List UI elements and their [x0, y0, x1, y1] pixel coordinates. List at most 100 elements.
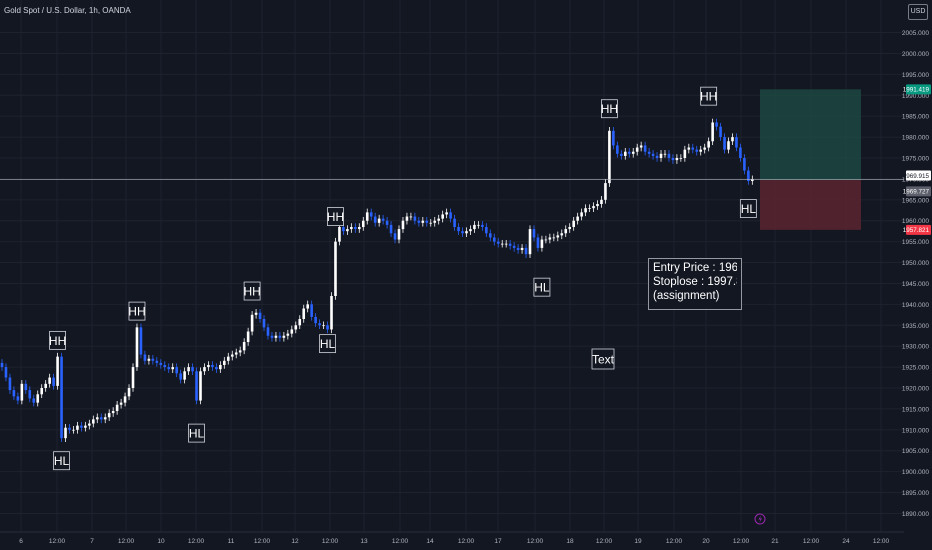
- candle: [655, 152, 659, 162]
- candle-body: [310, 304, 313, 317]
- text-annotations[interactable]: Text: [591, 348, 615, 370]
- candle-body: [715, 122, 718, 127]
- time-tick: 12:00: [254, 538, 271, 545]
- candle: [226, 352, 230, 365]
- candle: [703, 143, 706, 154]
- candle: [318, 319, 321, 330]
- lightning-icon[interactable]: [754, 513, 766, 525]
- candle-body: [199, 371, 202, 401]
- candle-body: [242, 342, 246, 351]
- candle-body: [258, 312, 262, 319]
- candle-body: [147, 358, 151, 361]
- price-tick: 1965.000: [902, 197, 929, 204]
- candle-body: [453, 218, 456, 227]
- candle-body: [457, 227, 460, 232]
- text-annotation[interactable]: Text: [591, 348, 615, 370]
- candle: [48, 373, 51, 388]
- time-tick: 18: [566, 538, 574, 545]
- swing-label-hl[interactable]: HL: [319, 334, 336, 354]
- price-tick: 1890.000: [902, 511, 929, 518]
- candle-body: [568, 227, 572, 230]
- swing-label-hh[interactable]: HH: [243, 281, 261, 301]
- candle-body: [12, 390, 16, 397]
- candle: [560, 229, 564, 240]
- candle-body: [520, 247, 524, 250]
- symbol-title[interactable]: Gold Spot / U.S. Dollar, 1h, OANDA: [4, 6, 131, 15]
- swing-label-hl[interactable]: HL: [533, 277, 551, 297]
- swing-label-hh[interactable]: HH: [327, 207, 344, 227]
- candle: [290, 325, 294, 338]
- swing-labels[interactable]: HH HL HH HL HH HL HH HL HH HH HL: [49, 86, 757, 471]
- time-tick: 12:00: [49, 538, 66, 545]
- candle-body: [739, 147, 742, 158]
- swing-label-hh[interactable]: HH: [700, 86, 717, 106]
- time-tick: 19: [634, 538, 642, 545]
- candle: [627, 147, 631, 158]
- candle-body: [183, 371, 186, 380]
- candle: [592, 202, 595, 212]
- take-profit-zone[interactable]: [760, 89, 861, 181]
- time-tick: 21: [771, 538, 779, 545]
- candle: [60, 352, 63, 442]
- stop-loss-zone[interactable]: [760, 180, 861, 230]
- candle: [286, 329, 290, 340]
- candle-body: [635, 147, 639, 152]
- long-position-zones[interactable]: [760, 89, 861, 230]
- stop-loss-price-label: 1957.821: [903, 224, 931, 235]
- candle-body: [516, 247, 520, 250]
- swing-label-box: [319, 334, 336, 354]
- time-tick: 12:00: [873, 538, 890, 545]
- price-tick: 1980.000: [902, 135, 929, 142]
- candle: [647, 147, 651, 158]
- candle: [32, 394, 36, 407]
- time-tick: 13: [360, 538, 368, 545]
- candle-body: [111, 411, 115, 414]
- candle-body: [675, 158, 679, 161]
- candle: [723, 133, 726, 154]
- candle: [564, 225, 568, 238]
- candle: [544, 235, 548, 244]
- note-annotation[interactable]: Entry Price : 1969.727 Stoplose : 1997.8…: [648, 258, 742, 310]
- candle: [127, 384, 131, 401]
- candle: [508, 239, 512, 250]
- currency-button[interactable]: USD: [908, 4, 928, 20]
- candle-body: [342, 227, 345, 232]
- candle: [334, 237, 337, 300]
- candle: [608, 127, 611, 187]
- swing-label-hl[interactable]: HL: [739, 199, 757, 218]
- candle-body: [131, 367, 135, 388]
- price-axis[interactable]: 2005.000 2000.000 1995.000 1990.000 1985.000…: [902, 0, 932, 550]
- candle: [500, 239, 504, 248]
- candle: [643, 141, 647, 156]
- candle-body: [68, 427, 71, 430]
- swing-label-hh[interactable]: HH: [601, 99, 618, 119]
- candle-body: [699, 149, 703, 152]
- time-axis[interactable]: 6 12:00 7 12:00 10 12:00 11 12:00 12 12:00 13 12:00…: [0, 531, 904, 545]
- candle-body: [727, 141, 730, 150]
- candle: [743, 154, 746, 175]
- price-tick: 1940.000: [902, 302, 929, 309]
- swing-label-hl[interactable]: HL: [188, 423, 205, 443]
- price-axis-labels: 1991.419 1969.915 1969.727 1957.821: [903, 84, 931, 235]
- candle-body: [326, 325, 329, 330]
- price-tick: 1950.000: [902, 260, 929, 267]
- candle-body: [246, 331, 250, 342]
- candle: [747, 166, 750, 185]
- candle-body: [80, 425, 83, 428]
- candle-body: [266, 327, 270, 336]
- candle-body: [719, 126, 722, 138]
- candle: [199, 367, 202, 405]
- candle-body: [377, 218, 381, 223]
- candle: [385, 216, 389, 229]
- candle: [219, 361, 222, 373]
- candle-body: [731, 137, 734, 142]
- swing-label-hh[interactable]: HH: [128, 301, 146, 321]
- swing-label-hh[interactable]: HH: [49, 330, 66, 350]
- candle: [612, 127, 615, 150]
- candle: [421, 216, 425, 227]
- swing-label-hl[interactable]: HL: [53, 451, 70, 471]
- candle: [143, 350, 147, 365]
- candle-body: [290, 329, 294, 334]
- candle: [167, 363, 171, 373]
